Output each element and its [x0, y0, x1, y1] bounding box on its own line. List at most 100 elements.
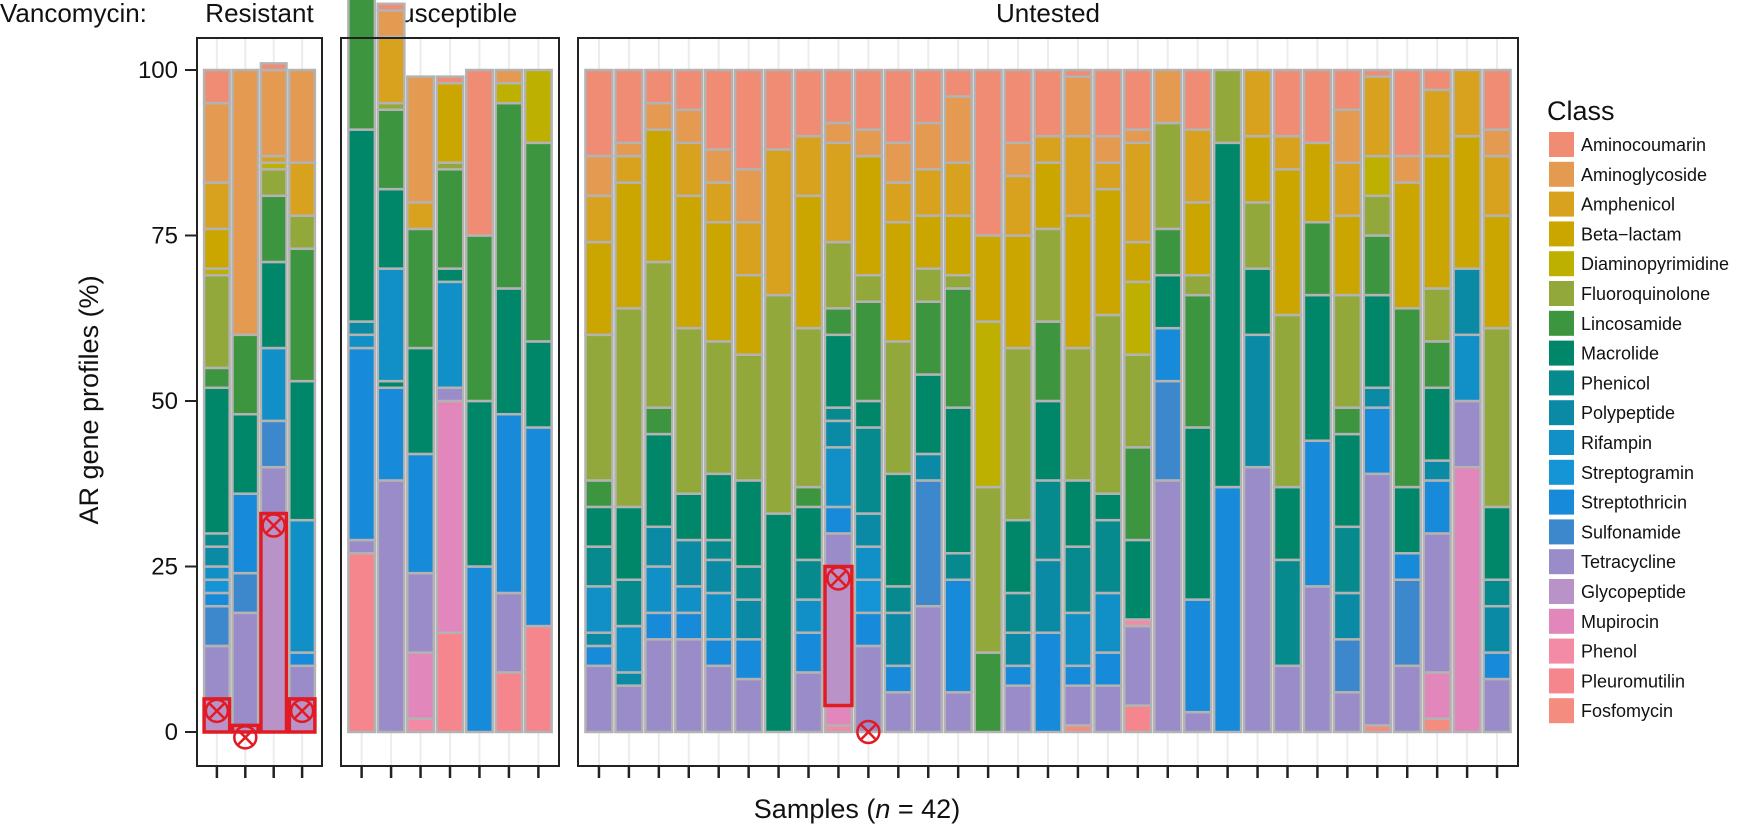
bar-segment-sulfonamide — [259, 419, 288, 469]
bar-segment-beta-lactam — [853, 154, 884, 277]
sample-bar — [1482, 68, 1512, 734]
bar-segment-tetracycline — [1392, 664, 1422, 734]
bar-segment-glycopeptide — [259, 512, 288, 734]
bar-segment-fluoroquinolone — [1212, 68, 1243, 145]
bar-segment-tetracycline — [943, 691, 973, 734]
bar-segment-aminoglycoside — [703, 148, 734, 184]
bar-segment-aminocoumarin — [1003, 68, 1033, 145]
bar-segment-phenicol — [703, 538, 734, 562]
bar-segment-aminocoumarin — [202, 68, 231, 105]
bar-segment-aminocoumarin — [733, 68, 764, 171]
bar-segment-macrolide — [288, 379, 317, 522]
bar-segment-macrolide — [763, 512, 794, 734]
bar-segment-beta-lactam — [614, 181, 644, 310]
legend-swatch — [1549, 281, 1574, 306]
marker-cross — [293, 702, 311, 720]
sample-bar — [1003, 68, 1033, 734]
sample-bar — [853, 68, 884, 745]
bar-segment-beta-lactam — [202, 227, 231, 270]
legend-label: Tetracycline — [1581, 552, 1676, 572]
marker-cross — [236, 728, 254, 746]
bar-segment-lincosamide — [1123, 446, 1153, 542]
bar-segment-macrolide — [231, 412, 260, 495]
bar-segment-tetracycline — [644, 638, 674, 734]
bar-segment-lincosamide — [853, 300, 884, 403]
bar-segment-lincosamide — [823, 307, 854, 337]
bar-segment-aminoglycoside — [406, 75, 436, 204]
bar-segment-phenol — [406, 717, 436, 734]
bar-segment-aminocoumarin — [1332, 68, 1363, 111]
bar-segment-aminoglycoside — [913, 121, 943, 171]
bar-segment-tetracycline — [1422, 532, 1452, 674]
bar-segment-phenicol — [202, 532, 231, 548]
bar-segment-rifampin — [674, 585, 704, 615]
sample-bar — [494, 68, 524, 734]
bar-segment-streptothricin — [674, 611, 704, 641]
bar-segment-lincosamide — [973, 651, 1003, 734]
bar-segment-polypeptide — [733, 598, 764, 641]
bar-segment-phenicol — [1272, 558, 1303, 668]
sample-bar — [1272, 68, 1303, 734]
legend-swatch — [1549, 608, 1574, 634]
legend-item: Pleuromutilin — [1549, 668, 1685, 694]
bar-segment-streptothricin — [1302, 439, 1333, 588]
bar-segment-rifampin — [644, 565, 674, 615]
resistance-marker-icon — [204, 698, 230, 724]
bar-segment-aminoglycoside — [1392, 154, 1422, 184]
legend-label: Aminoglycoside — [1581, 165, 1707, 185]
legend-label: Rifampin — [1581, 433, 1652, 453]
bar-segment-aminoglycoside — [1003, 141, 1033, 178]
legend-label: Polypeptide — [1581, 403, 1675, 423]
bar-segment-polypeptide — [1422, 459, 1452, 482]
bar-segment-aminoglycoside — [644, 101, 674, 131]
legend-item: Fluoroquinolone — [1549, 281, 1710, 306]
bar-segment-lincosamide — [376, 108, 406, 191]
legend-item: Polypeptide — [1549, 400, 1675, 426]
bar-segment-polypeptide — [1033, 558, 1063, 634]
bar-segment-tetracycline — [1302, 585, 1333, 734]
bar-segment-fluoroquinolone — [1482, 326, 1512, 509]
bar-segment-tetracycline — [1182, 710, 1213, 734]
bar-segment-fluoroquinolone — [973, 485, 1003, 654]
bar-segment-streptothricin — [202, 591, 231, 608]
bar-segment-phenicol — [853, 426, 884, 515]
facet-panel-untested: Untested — [577, 0, 1519, 778]
bar-segment-streptothricin — [288, 651, 317, 668]
legend-swatch — [1549, 251, 1574, 277]
bar-segment-macrolide — [494, 287, 524, 416]
bar-segment-aminoglycoside — [288, 68, 317, 164]
legend-swatch — [1549, 638, 1574, 664]
legend-item: Amphenicol — [1549, 191, 1675, 217]
bar-segment-macrolide — [464, 399, 494, 568]
legend-label: Glycopeptide — [1581, 582, 1686, 602]
bar-segment-beta-lactam — [1332, 214, 1363, 297]
bar-segment-lincosamide — [464, 234, 494, 403]
bar-segment-tetracycline — [1362, 472, 1393, 727]
bar-segment-tetracycline — [1332, 691, 1363, 734]
bar-segment-fluoroquinolone — [1033, 227, 1063, 323]
bar-segment-beta-lactam — [1063, 214, 1093, 350]
bar-segment-aminoglycoside — [202, 101, 231, 184]
bar-segment-macrolide — [823, 333, 854, 409]
bar-segment-tetracycline — [1242, 465, 1273, 734]
bar-segment-fluoroquinolone — [1182, 273, 1213, 297]
bar-segment-tetracycline — [823, 532, 854, 568]
legend-item: Streptogramin — [1549, 459, 1694, 485]
bar-segment-tetracycline — [1003, 684, 1033, 734]
bar-segment-macrolide — [1302, 293, 1333, 442]
bar-segment-beta-lactam — [973, 234, 1003, 323]
bar-segment-beta-lactam — [883, 221, 914, 343]
bar-segment-streptogramin — [202, 578, 231, 595]
bar-segment-rifampin — [1452, 333, 1482, 403]
bar-segment-macrolide — [406, 346, 436, 456]
bar-segment-aminocoumarin — [1482, 68, 1512, 131]
bar-segment-amphenicol — [674, 141, 704, 198]
legend-item: Lincosamide — [1549, 310, 1682, 336]
bar-segment-aminocoumarin — [1093, 68, 1123, 138]
bar-segment-sulfonamide — [1153, 379, 1183, 482]
bar-segment-aminocoumarin — [1302, 68, 1333, 145]
sample-bar — [230, 68, 260, 750]
bar-segment-macrolide — [376, 187, 406, 270]
legend-item: Sulfonamide — [1549, 519, 1681, 545]
bar-segment-aminoglycoside — [1332, 108, 1363, 164]
